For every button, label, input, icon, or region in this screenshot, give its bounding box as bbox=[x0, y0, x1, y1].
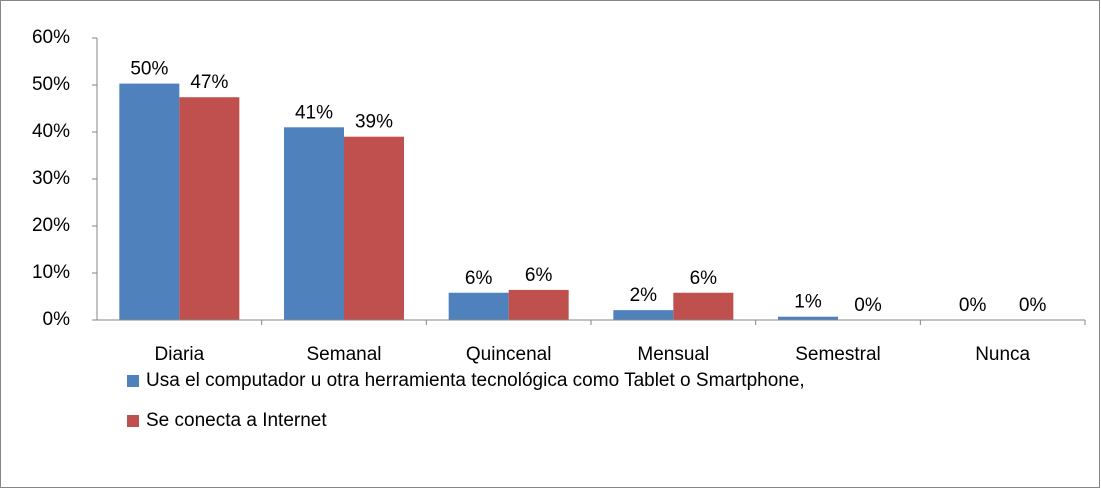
y-tick-label: 60% bbox=[32, 27, 70, 48]
y-tick-label: 50% bbox=[32, 74, 70, 95]
bar bbox=[778, 316, 838, 320]
y-tick-label: 10% bbox=[32, 262, 70, 283]
data-label: 6% bbox=[690, 268, 718, 289]
x-tick-label: Quincenal bbox=[466, 344, 552, 365]
y-tick-label: 40% bbox=[32, 121, 70, 142]
x-tick-label: Diaria bbox=[155, 344, 205, 365]
data-label: 0% bbox=[854, 295, 882, 316]
data-label: 41% bbox=[295, 102, 333, 123]
bar bbox=[344, 136, 404, 320]
x-tick-label: Semanal bbox=[307, 344, 382, 365]
legend-label: Se conecta a Internet bbox=[146, 410, 327, 431]
bar bbox=[673, 292, 734, 320]
x-tick-label: Nunca bbox=[975, 344, 1030, 365]
legend-swatch bbox=[127, 375, 139, 387]
data-label: 50% bbox=[130, 59, 168, 80]
bar bbox=[508, 289, 569, 320]
y-tick-label: 0% bbox=[43, 309, 71, 330]
data-label: 2% bbox=[630, 285, 658, 306]
bar bbox=[613, 310, 674, 320]
data-label: 0% bbox=[1019, 295, 1047, 316]
bar bbox=[119, 83, 180, 320]
y-tick-label: 30% bbox=[32, 168, 70, 189]
legend-swatch bbox=[127, 415, 139, 427]
bar bbox=[284, 127, 344, 320]
legend-label: Usa el computador u otra herramienta tec… bbox=[146, 370, 805, 391]
data-label: 6% bbox=[525, 265, 553, 286]
bar bbox=[179, 97, 240, 320]
data-label: 0% bbox=[959, 295, 987, 316]
data-label: 1% bbox=[794, 292, 822, 313]
y-tick-label: 20% bbox=[32, 215, 70, 236]
data-label: 47% bbox=[190, 72, 228, 93]
bar bbox=[448, 292, 509, 320]
data-label: 39% bbox=[355, 112, 393, 133]
data-label: 6% bbox=[465, 268, 493, 289]
x-tick-label: Mensual bbox=[637, 344, 709, 365]
x-tick-label: Semestral bbox=[795, 344, 881, 365]
